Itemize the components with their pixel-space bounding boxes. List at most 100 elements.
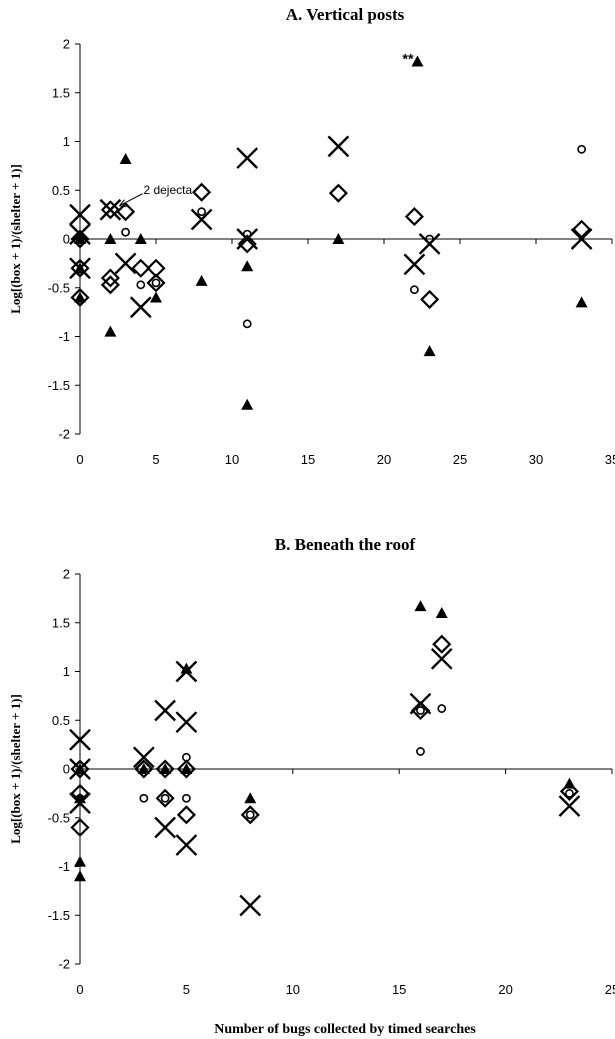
chart-a-triangle-point [241, 260, 254, 272]
chart-b-cross-point [558, 795, 581, 817]
chart-b-diamond-point [240, 805, 260, 825]
chart-a-y-tick-label: -1 [58, 329, 70, 344]
chart-b-circle-point [437, 704, 447, 713]
chart-b-circle-point [416, 747, 425, 756]
chart-a-triangle-point [74, 291, 86, 303]
chart-b-triangle-point [180, 662, 193, 674]
chart-a-diamond-point [404, 207, 424, 227]
chart-a-circle-point [409, 285, 419, 295]
chart-a-annotation-arrowhead [119, 199, 127, 208]
chart-b-diamond-point [134, 759, 154, 779]
chart-b-triangle-point [435, 607, 448, 618]
chart-a-cross-point [190, 208, 213, 231]
chart-b-diamond-point [176, 759, 196, 779]
chart-a-circle-point [242, 319, 252, 329]
chart-a-triangle-point [104, 325, 117, 337]
chart-a-triangle-point [74, 233, 86, 244]
chart-a-cross-point [69, 203, 91, 226]
chart-b-diamond-point [155, 759, 175, 779]
chart-b-cross-point [175, 711, 198, 734]
chart-b-circle-point [416, 706, 425, 715]
chart-a-circle-point [197, 207, 206, 217]
chart-b-cross-point [154, 816, 176, 839]
chart-b-cross-point [154, 699, 176, 722]
chart-b-y-tick-label: 0.5 [52, 713, 70, 728]
chart-a-cross-point [114, 252, 137, 275]
chart-b-x-axis-label: Number of bugs collected by timed search… [214, 1022, 476, 1037]
chart-a-triangle-point [150, 291, 162, 303]
chart-a-cross-point [69, 223, 91, 245]
chart-b-cross-point [132, 746, 155, 769]
chart-b-y-tick-label: -0.5 [48, 810, 70, 825]
chart-b-triangle-point [137, 763, 150, 774]
chart-a-title: A. Vertical posts [286, 5, 405, 24]
chart-a-diamond-point [146, 273, 166, 293]
chart-b-y-tick-label: -1 [58, 859, 70, 874]
chart-a-diamond-point [70, 287, 90, 308]
chart-b-x-tick-label: 0 [76, 982, 83, 997]
chart-b-y-tick-label: 1 [63, 664, 70, 679]
chart-a-triangle-point [195, 274, 208, 286]
chart-a-y-tick-label: -0.5 [48, 280, 70, 295]
chart-a-diamond-point [131, 258, 151, 278]
chart-b-triangle-point [74, 855, 86, 867]
chart-b-triangle-point [180, 763, 193, 774]
chart-a-diamond-point [100, 275, 120, 295]
chart-a-triangle-point [104, 233, 117, 244]
chart-b-x-tick-label: 15 [392, 982, 406, 997]
chart-a-y-tick-label: -1.5 [48, 378, 70, 393]
chart-a-significance-annotation: ** [403, 51, 414, 67]
chart-b-y-tick-label: 2 [63, 567, 70, 582]
chart-a-cross-point [327, 135, 350, 158]
chart-b-cross-point [175, 834, 198, 856]
chart-b-y-axis-label: Log[(box + 1)/(shelter + 1)] [8, 694, 23, 844]
chart-a-diamond-point [420, 289, 440, 310]
chart-a-y-tick-label: 2 [63, 37, 70, 52]
chart-a-diamond-point [237, 234, 257, 254]
chart-b-diamond-point [559, 781, 579, 801]
chart-a-circle-point [151, 278, 161, 288]
chart-a-y-tick-label: 1 [63, 134, 70, 149]
chart-a-x-tick-label: 5 [152, 452, 159, 467]
chart-a-triangle-point [575, 296, 588, 308]
chart-a-cross-point [69, 257, 91, 280]
chart-a-triangle-point [134, 233, 147, 244]
chart-a-x-tick-label: 30 [529, 452, 543, 467]
chart-b-title: B. Beneath the roof [275, 535, 416, 554]
chart-a-y-tick-label: 0 [63, 232, 70, 247]
chart-a-circle-point [121, 227, 130, 237]
chart-a-diamond-point [100, 268, 120, 288]
chart-b-cross-point [239, 894, 262, 917]
chart-a-x-tick-label: 10 [225, 452, 239, 467]
chart-a-circle-point [577, 144, 586, 154]
chart-a-triangle-point [423, 345, 436, 357]
chart-b-circle-point [565, 788, 574, 798]
chart-b-triangle-point [159, 763, 172, 774]
chart-b-y-tick-label: -1.5 [48, 908, 70, 923]
chart-b-y-tick-label: -2 [58, 957, 70, 972]
chart-a-diamond-point [70, 229, 90, 249]
chart-b-triangle-point [74, 870, 86, 882]
chart-b-x-tick-label: 10 [286, 982, 300, 997]
chart-a-diamond-point [116, 202, 136, 222]
chart-a-annotation-label: 2 dejecta [143, 183, 192, 197]
chart-a-annotation-arrow [119, 193, 143, 207]
chart-a-x-tick-label: 0 [76, 452, 83, 467]
chart-b-x-tick-label: 20 [498, 982, 512, 997]
chart-a-diamond-point [328, 183, 348, 203]
chart-b-y-tick-label: 0 [63, 762, 70, 777]
chart-a-x-tick-label: 20 [377, 452, 391, 467]
chart-a-diamond-point [100, 200, 120, 220]
chart-b-x-tick-label: 25 [605, 982, 615, 997]
chart-a-cross-point [570, 228, 593, 250]
chart-a-x-tick-label: 35 [605, 452, 615, 467]
chart-a-triangle-point [119, 153, 132, 165]
chart-b-diamond-point [70, 817, 90, 838]
chart-b-diamond-point [176, 805, 196, 825]
chart-a-cross-point [236, 228, 259, 250]
chart-b-diamond-point [155, 788, 175, 808]
chart-a-plot-area: 2 1.5 1 0.5 0 -0.5 -1 -1.5 -2 0 5 10 15 20 25 30 35 2 dej… [48, 37, 615, 468]
chart-b-triangle-point [414, 600, 427, 612]
chart-b-circle-point [181, 793, 191, 803]
